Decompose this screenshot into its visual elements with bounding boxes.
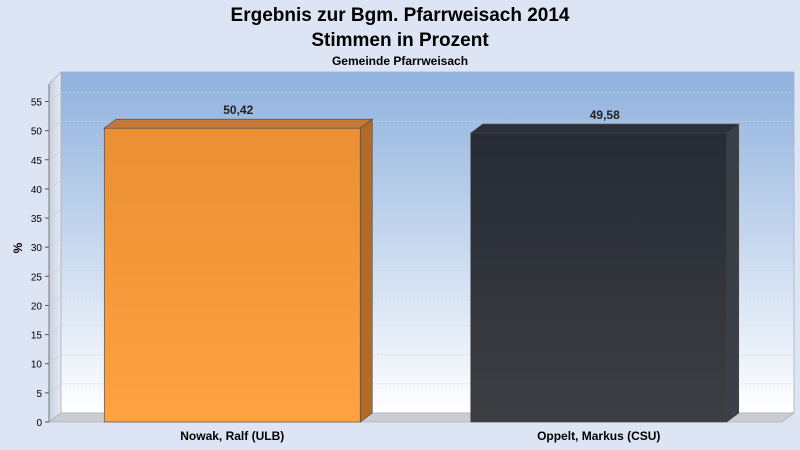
y-tick-label: 25 [31, 272, 43, 283]
bar-value-label: 49,58 [590, 108, 620, 122]
y-axis-label: % [11, 242, 25, 253]
chart-title-line2: Stimmen in Prozent [311, 30, 489, 51]
y-tick-label: 20 [31, 301, 43, 312]
y-tick-label: 0 [36, 418, 42, 429]
x-tick-label: Oppelt, Markus (CSU) [537, 429, 660, 443]
y-tick-label: 35 [31, 214, 43, 225]
bar-side [359, 118, 373, 423]
y-tick-label: 5 [36, 389, 42, 400]
grid-line-side [48, 325, 62, 335]
bar-front [470, 132, 728, 423]
grid-line-side [48, 383, 62, 394]
grid-line-side [48, 237, 62, 248]
grid-line-side [48, 179, 62, 190]
grid-line-side [48, 354, 62, 365]
y-tick-label: 30 [31, 243, 43, 254]
chart-subtitle: Gemeinde Pfarrweisach [332, 54, 468, 68]
bar-front [103, 127, 361, 423]
y-tick-label: 45 [31, 156, 43, 167]
grid-line-side [48, 121, 62, 131]
y-tick-label: 50 [31, 127, 43, 138]
bar-1: 50,42 [103, 103, 374, 423]
grid-line-side [48, 267, 62, 277]
y-tick-label: 40 [31, 185, 43, 196]
grid-line-side [48, 92, 62, 102]
grid-line-side [48, 296, 62, 306]
grid-line-side [48, 208, 62, 219]
bars: 50,42 49,58 [103, 103, 740, 423]
chart-title-line1: Ergebnis zur Bgm. Pfarrweisach 2014 [231, 5, 570, 26]
bar-top [469, 123, 740, 134]
x-axis-labels: Nowak, Ralf (ULB) Oppelt, Markus (CSU) [180, 429, 660, 443]
grid-lines [48, 92, 794, 394]
bar-top [103, 118, 374, 129]
bar-side [726, 123, 740, 423]
y-tick-label: 10 [31, 360, 43, 371]
left-wall [48, 71, 62, 423]
grid-line-side [48, 150, 62, 161]
bar-2: 49,58 [469, 108, 740, 423]
bar-value-label: 50,42 [223, 103, 253, 117]
y-tick-label: 15 [31, 331, 43, 342]
x-tick-label: Nowak, Ralf (ULB) [180, 429, 284, 443]
y-tick-label: 55 [31, 97, 43, 108]
y-axis: 0 5 10 15 20 25 30 35 40 45 50 55 [31, 84, 50, 429]
